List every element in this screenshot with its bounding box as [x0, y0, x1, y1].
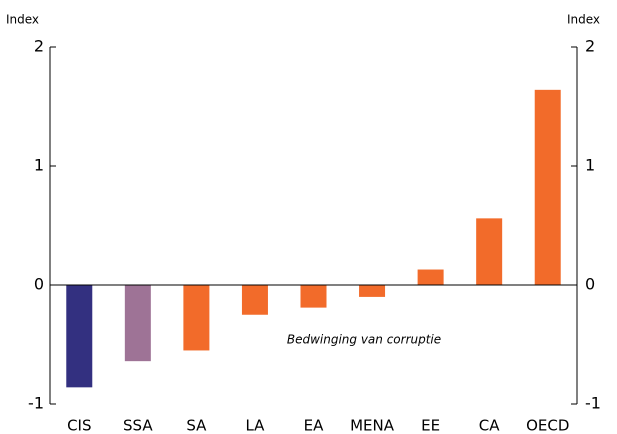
annotation: Bedwinging van corruptie: [287, 333, 441, 347]
y2-tick-label: 2: [585, 37, 595, 56]
y-axis-label: Index: [6, 13, 39, 27]
x-tick-label: EE: [421, 417, 440, 434]
y-tick-label: 2: [34, 37, 44, 56]
bar: [359, 285, 386, 297]
y-tick-label: 1: [34, 156, 44, 175]
x-tick-label: LA: [245, 417, 265, 434]
x-tick-label: CA: [479, 417, 500, 434]
y2-axis-label: Index: [567, 13, 600, 27]
x-tick-label: SA: [186, 417, 207, 434]
y2-tick-label: 1: [585, 156, 595, 175]
y-tick-label: 0: [34, 275, 44, 294]
x-tick-label: SSA: [123, 417, 153, 434]
y2-tick-label: 0: [585, 275, 595, 294]
bar: [417, 269, 444, 285]
bar: [124, 285, 151, 362]
bar: [66, 285, 93, 388]
x-tick-label: CIS: [67, 417, 91, 434]
bar: [241, 285, 268, 315]
bar: [534, 89, 561, 285]
y2-tick-label: -1: [585, 394, 601, 413]
x-tick-label: EA: [304, 417, 324, 434]
x-tick-label: MENA: [350, 417, 395, 434]
bar: [476, 218, 503, 285]
bar: [300, 285, 327, 308]
bar: [183, 285, 210, 351]
x-tick-label: OECD: [526, 417, 569, 434]
y-tick-label: -1: [28, 394, 44, 413]
